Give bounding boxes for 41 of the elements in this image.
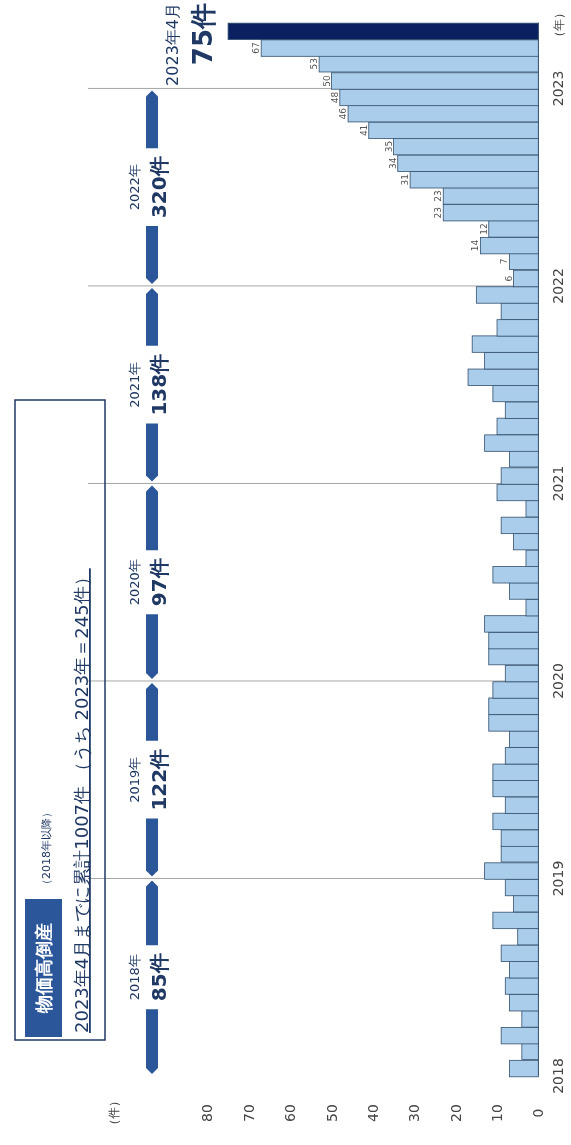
x-tick-label: 10: [489, 1104, 506, 1122]
y-tick-label: 2022: [550, 268, 566, 304]
x-tick-label: 40: [364, 1104, 381, 1122]
y-tick-label: 2018: [550, 1058, 566, 1094]
data-label: 23: [433, 206, 444, 219]
data-label: 34: [387, 157, 398, 170]
text: 2021年 138件: [127, 353, 171, 416]
y-tick-label: 2023: [550, 70, 566, 107]
data-label: 35: [383, 140, 394, 153]
x-tick-label: 60: [282, 1104, 299, 1122]
data-label: 23: [433, 190, 444, 202]
data-label: 12: [478, 223, 489, 235]
data-label: 67: [251, 42, 262, 54]
text: 2020年 97件: [127, 558, 171, 607]
text: 物価高倒産: [33, 923, 54, 1014]
text: （2018年以降）: [40, 807, 53, 890]
data-label: 6: [503, 275, 514, 282]
text: 2023年4月までに累計1007件 （うち 2023年＝245件）: [71, 568, 92, 1033]
x-tick-label: 30: [406, 1104, 423, 1122]
text: （件）: [107, 1095, 121, 1131]
data-label: 48: [329, 91, 340, 104]
text: 2022年 320件: [127, 156, 171, 219]
y-tick-label: 2019: [550, 860, 566, 897]
text: 2019年 122件: [127, 748, 171, 811]
x-tick-label: 70: [240, 1104, 257, 1122]
data-label: 50: [321, 75, 332, 87]
text: 2018年 85件: [127, 953, 171, 1002]
data-label: 46: [338, 107, 349, 120]
data-label: 14: [470, 239, 481, 252]
annotation: 2023年4月 75件: [163, 3, 219, 86]
y-axis-title: （年）: [552, 7, 566, 43]
x-tick-label: 80: [199, 1104, 216, 1122]
data-label: 41: [358, 124, 369, 137]
data-label: 31: [400, 174, 411, 186]
data-label: 7: [499, 258, 510, 265]
x-tick-label: 50: [323, 1104, 340, 1122]
data-label: 53: [309, 58, 320, 70]
y-tick-label: 2020: [550, 663, 566, 699]
x-tick-label: 0: [530, 1108, 547, 1118]
x-tick-label: 20: [447, 1104, 464, 1122]
y-tick-label: 2021: [550, 465, 566, 502]
